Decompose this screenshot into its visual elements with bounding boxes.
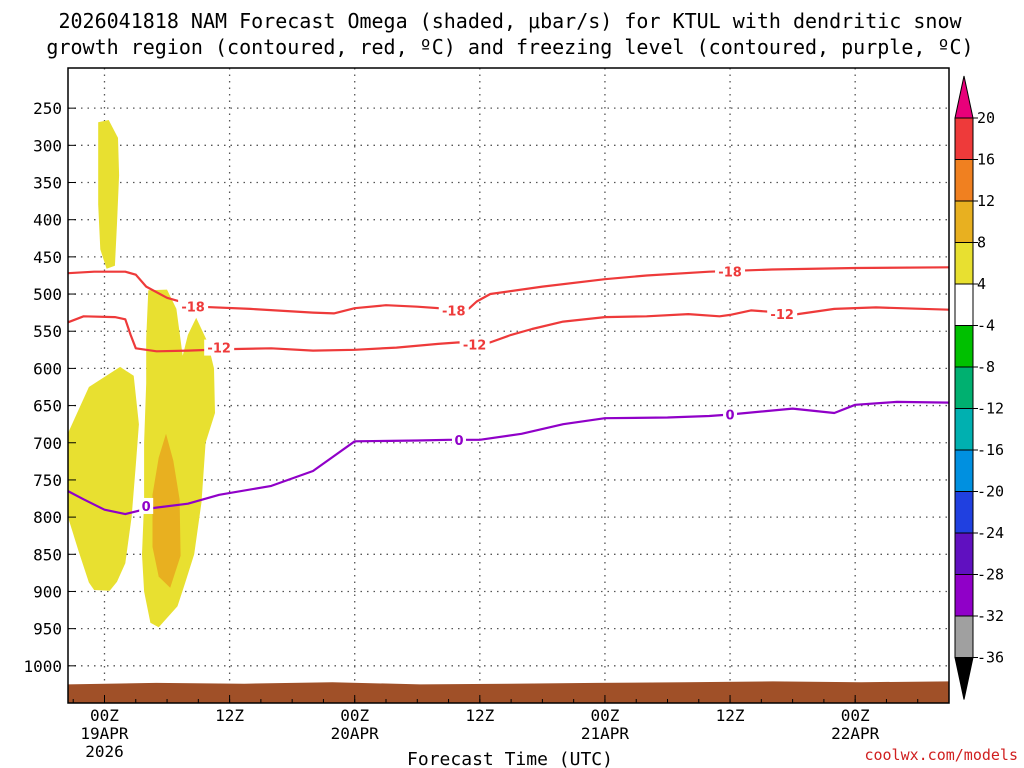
contour-label-bg <box>715 263 746 280</box>
credit-text: coolwx.com/models <box>864 746 1018 764</box>
omega-region-4 <box>68 366 139 591</box>
y-tick-label: 800 <box>33 508 62 527</box>
omega-shading <box>68 120 215 628</box>
colorbar-label: -8 <box>977 358 995 376</box>
colorbar: 20 16 12 8 4 -4 -8 -12 -16 -20 -24 -28 -32 -36 <box>954 75 1004 700</box>
contour-label: 0 <box>454 434 463 449</box>
x-tick-label: 12Z <box>716 706 745 725</box>
x-tick-label: 19APR <box>80 724 129 743</box>
contour-label-bg <box>139 497 154 514</box>
y-tick-label: 300 <box>33 136 62 155</box>
y-tick-label: 250 <box>33 99 62 118</box>
contour-label: -12 <box>770 308 794 323</box>
x-tick-label: 00Z <box>590 706 619 725</box>
contour-label-bg <box>767 306 798 323</box>
contour-label-bg <box>723 406 738 423</box>
contour-dgz-top <box>67 266 950 315</box>
colorbar-swatch <box>954 242 974 285</box>
y-tick-label: 500 <box>33 285 62 304</box>
contour-label-bg <box>451 431 466 448</box>
y-tick-label: 350 <box>33 174 62 193</box>
y-tick-label: 450 <box>33 248 62 267</box>
y-tick-label: 600 <box>33 359 62 378</box>
x-tick-label: 00Z <box>340 706 369 725</box>
y-tick-label: 650 <box>33 397 62 416</box>
y-tick-label: 950 <box>33 620 62 639</box>
contour-label-bg <box>178 298 209 315</box>
colorbar-swatch <box>954 408 974 451</box>
colorbar-swatch <box>954 574 974 617</box>
x-tick-label: 12Z <box>215 706 244 725</box>
colorbar-swatch <box>954 366 974 409</box>
y-tick-label: 850 <box>33 545 62 564</box>
colorbar-label: 8 <box>977 234 986 252</box>
contour-label: -12 <box>463 339 487 354</box>
colorbar-swatch <box>954 159 974 202</box>
contour-label-bg <box>204 339 235 356</box>
x-tick-label: 21APR <box>581 724 630 743</box>
x-tick-label: 22APR <box>831 724 880 743</box>
contour-label-bg <box>438 302 469 319</box>
contour-label: -12 <box>207 342 231 357</box>
colorbar-swatch <box>954 615 974 658</box>
colorbar-label: -16 <box>977 441 1004 459</box>
contour-label: -18 <box>442 304 466 319</box>
y-tick-label: 900 <box>33 582 62 601</box>
x-tick-label: 00Z <box>841 706 870 725</box>
x-tick-label: 12Z <box>465 706 494 725</box>
x-axis-label: Forecast Time (UTC) <box>407 749 613 768</box>
colorbar-swatch <box>954 325 974 368</box>
x-tick-label: 20APR <box>331 724 380 743</box>
y-tick-label: 400 <box>33 211 62 230</box>
terrain-fill <box>68 681 949 703</box>
colorbar-swatch <box>954 449 974 492</box>
contour-label: 0 <box>726 408 735 423</box>
chart-title-line1: 2026041818 NAM Forecast Omega (shaded, μ… <box>58 9 962 33</box>
colorbar-label: 16 <box>977 151 995 169</box>
contour-label: -18 <box>718 266 742 281</box>
colorbar-label: -20 <box>977 483 1004 501</box>
colorbar-label: 12 <box>977 192 995 210</box>
colorbar-label: -36 <box>977 649 1004 667</box>
colorbar-swatch <box>954 491 974 534</box>
y-tick-label: 750 <box>33 471 62 490</box>
colorbar-label: -28 <box>977 566 1004 584</box>
colorbar-arrow-top <box>954 75 974 119</box>
x-tick-label: 2026 <box>85 742 124 761</box>
y-axis-ticks: 250 300 350 400 450 500 550 600 650 700 750 800 850 9… <box>23 99 76 676</box>
contour-label: -18 <box>181 301 205 316</box>
colorbar-label: -4 <box>977 317 995 335</box>
colorbar-label: -12 <box>977 400 1004 418</box>
terrain-surface <box>68 681 949 703</box>
chart-title-line2: growth region (contoured, red, ºC) and f… <box>46 35 973 59</box>
contour-label-bg <box>459 336 490 353</box>
colorbar-label: 4 <box>977 275 986 293</box>
colorbar-label: 20 <box>977 109 995 127</box>
plot-frame <box>67 67 950 704</box>
colorbar-swatch <box>954 532 974 575</box>
contour-label: 0 <box>142 500 151 515</box>
contour-labels: -18 -18 -18 -12 -12 -12 0 0 0 <box>139 263 798 515</box>
omega-region-8 <box>152 433 181 588</box>
colorbar-swatch <box>954 283 974 326</box>
colorbar-arrow-bottom <box>954 657 974 700</box>
x-tick-label: 00Z <box>90 706 119 725</box>
colorbar-label: -32 <box>977 607 1004 625</box>
colorbar-swatch <box>954 200 974 243</box>
y-tick-label: 700 <box>33 434 62 453</box>
colorbar-label: -24 <box>977 524 1004 542</box>
omega-region-4 <box>98 120 120 269</box>
plot-area: -18 -18 -18 -12 -12 -12 0 0 0 <box>67 67 950 704</box>
y-tick-label: 550 <box>33 322 62 341</box>
y-tick-label: 1000 <box>23 657 62 676</box>
colorbar-swatch <box>954 117 974 160</box>
